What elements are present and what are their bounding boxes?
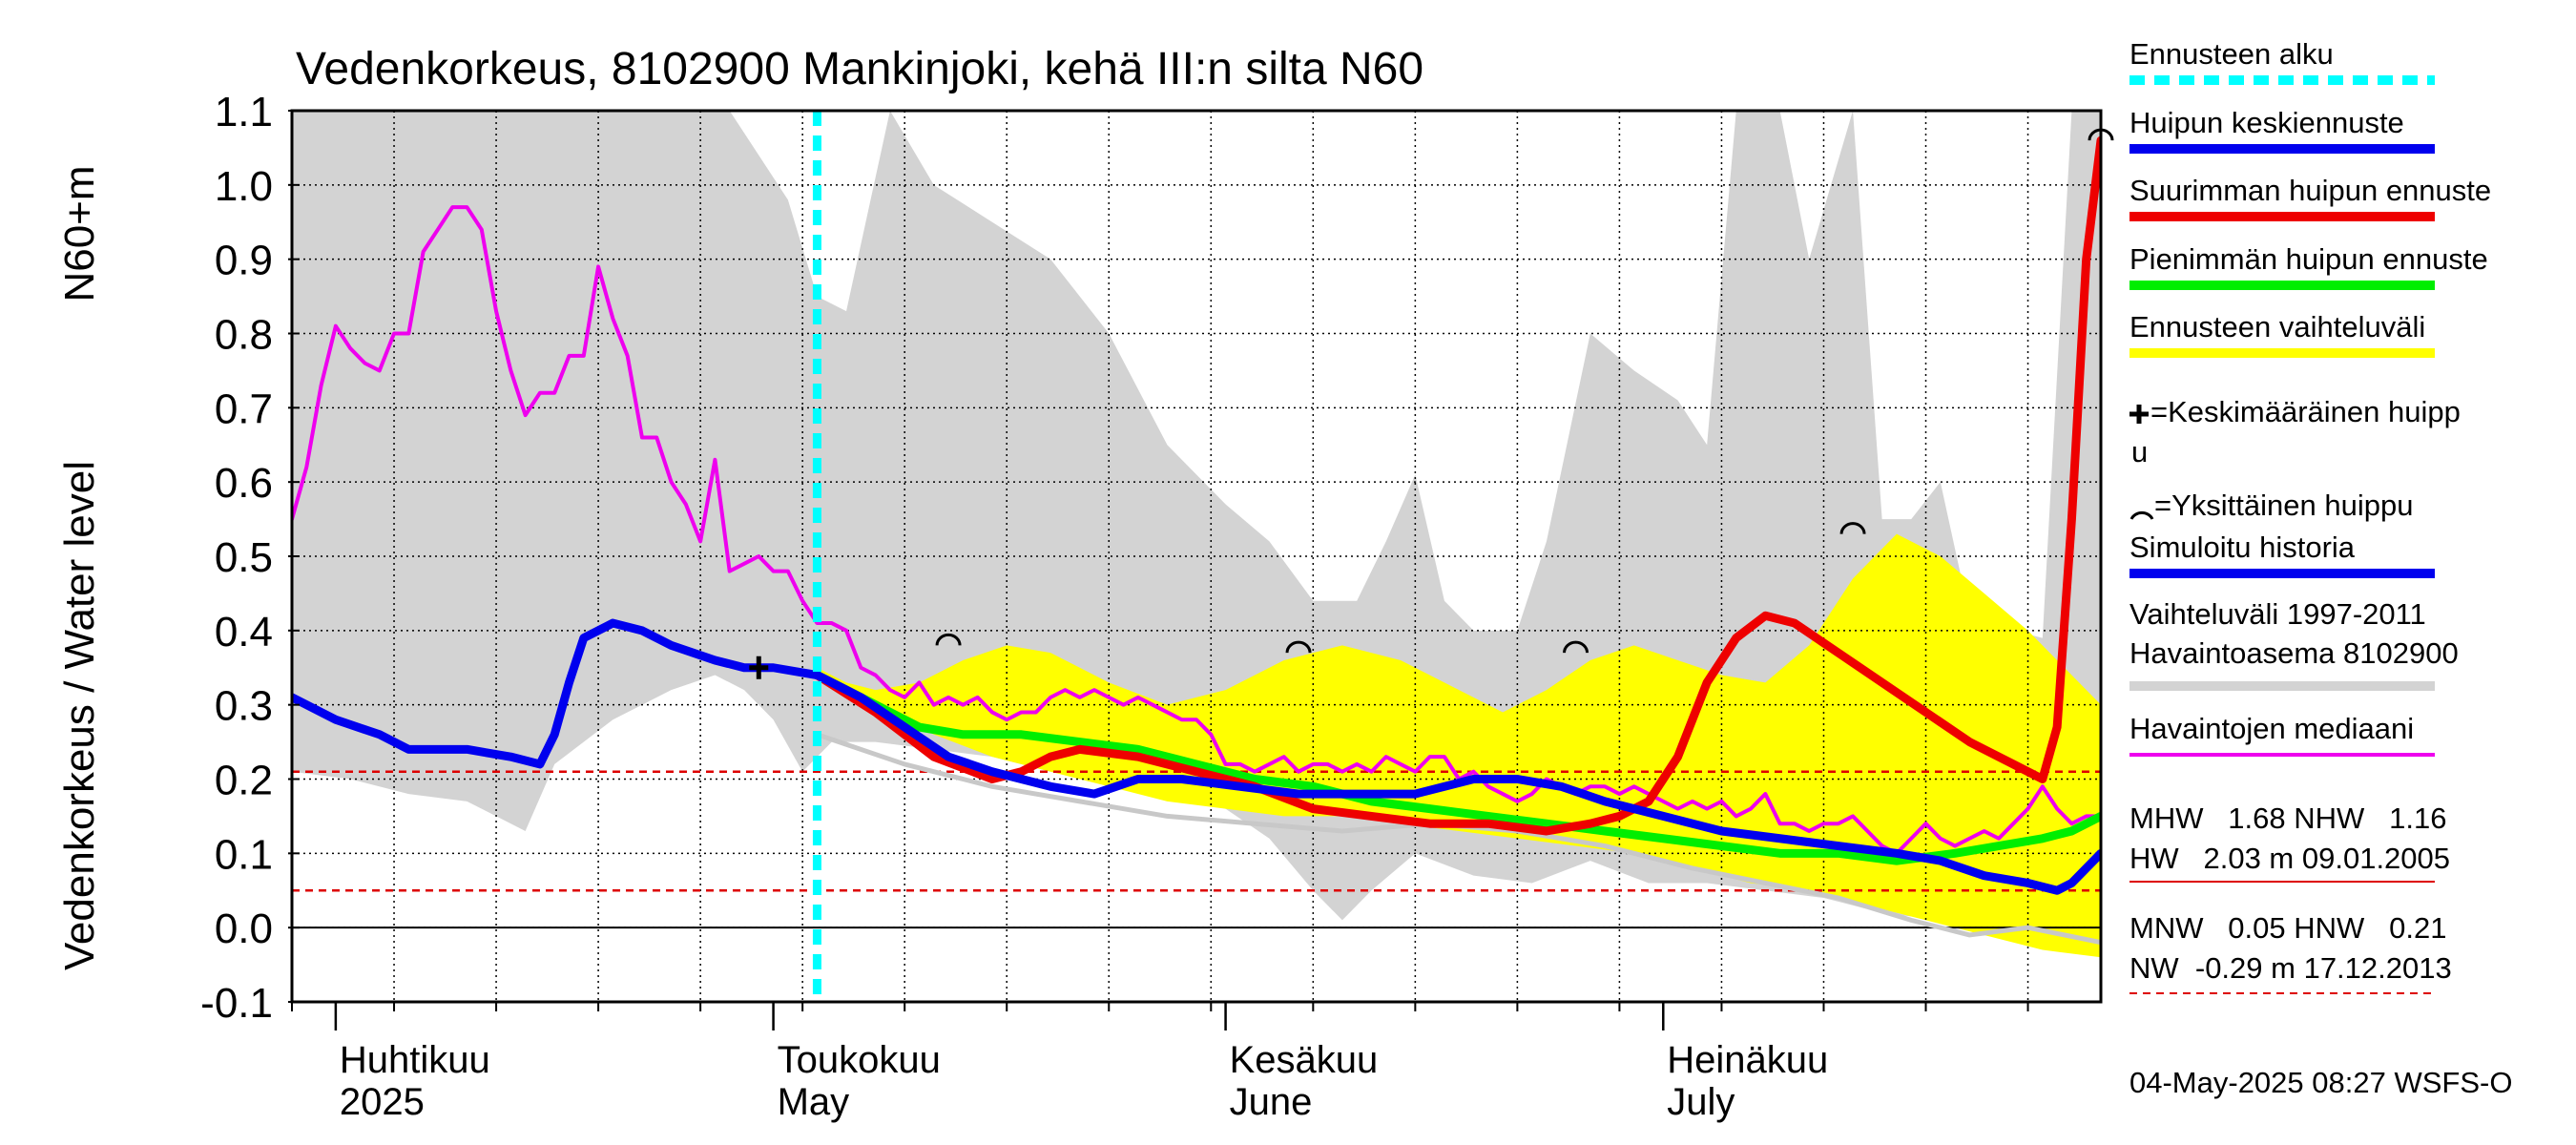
legend-label: Suurimman huipun ennuste	[2129, 174, 2491, 207]
y-tick-label: 0.3	[215, 683, 273, 730]
legend-item-yksittainen-huippu: =Yksittäinen huippu	[2129, 489, 2413, 522]
y-tick-label: 0.1	[215, 831, 273, 878]
legend-label: Ennusteen alku	[2129, 37, 2334, 71]
legend-item-suurimman-huipun-ennuste: Suurimman huipun ennuste	[2129, 174, 2491, 221]
y-tick-label: 0.5	[215, 534, 273, 581]
stat-mhw-row: MHW 1.68 NHW 1.16	[2129, 802, 2446, 835]
legend-label: Huipun keskiennuste	[2129, 106, 2404, 139]
x-month-label-en: July	[1667, 1081, 1735, 1123]
legend-label: Simuloitu historia	[2129, 531, 2356, 564]
y-axis-unit: N60+m	[56, 165, 103, 302]
legend-label: =Yksittäinen huippu	[2154, 489, 2413, 522]
y-axis: 1.1 1.0 0.9 0.8 0.7 0.6 0.5 0.4 0.3 0.2 0.1 0.0 -0.1	[200, 89, 300, 1027]
y-tick-label: 0.9	[215, 238, 273, 284]
plot-area	[292, 111, 2114, 1002]
legend: Ennusteen alku Huipun keskiennuste Suurimm…	[2129, 37, 2491, 757]
y-axis-label: Vedenkorkeus / Water level N60+m	[56, 165, 103, 970]
legend-label: Pienimmän huipun ennuste	[2129, 242, 2488, 276]
stat-mnw-row: MNW 0.05 HNW 0.21	[2129, 911, 2446, 945]
x-month-label-en: 2025	[340, 1081, 425, 1123]
x-month-label-fi: Kesäkuu	[1230, 1039, 1379, 1081]
y-tick-label: 0.6	[215, 460, 273, 507]
legend-item-keskimaarainen-huipp: =Keskimääräinen huippu	[2129, 395, 2461, 468]
single-peak-marker	[935, 634, 962, 646]
y-tick-label: -0.1	[200, 980, 273, 1027]
series-pienimman-huipun-ennuste	[812, 671, 2101, 865]
x-month-label-fi: Toukokuu	[778, 1039, 941, 1081]
y-tick-label: 0.0	[215, 906, 273, 952]
stat-nw-row: NW -0.29 m 17.12.2013	[2129, 951, 2452, 985]
legend-label: Vaihteluväli 1997-2011	[2129, 597, 2426, 631]
y-tick-label: 0.2	[215, 758, 273, 804]
x-month-label-en: May	[778, 1081, 850, 1123]
single-peak-marker	[1285, 640, 1312, 654]
y-tick-label: 1.0	[215, 163, 273, 210]
legend-item-ennusteen-alku: Ennusteen alku	[2129, 37, 2435, 85]
series-suurimman-huipun-ennuste	[812, 135, 2101, 836]
legend-item-ennusteen-vaihteluvali: Ennusteen vaihteluväli	[2129, 310, 2435, 358]
chart-title: Vedenkorkeus, 8102900 Mankinjoki, kehä I…	[296, 44, 1423, 94]
legend-item-simuloitu-historia: Simuloitu historia	[2129, 531, 2435, 578]
x-month-label-fi: Huhtikuu	[340, 1039, 490, 1081]
x-month-label-en: June	[1230, 1081, 1313, 1123]
y-tick-label: 1.1	[215, 89, 273, 135]
y-tick-label: 0.7	[215, 385, 273, 432]
legend-label-cont: u	[2131, 435, 2148, 468]
legend-item-havaintojen-mediaani: Havaintojen mediaani	[2129, 712, 2435, 757]
stat-hw-row: HW 2.03 m 09.01.2005	[2129, 842, 2450, 875]
y-axis-title: Vedenkorkeus / Water level	[56, 461, 103, 970]
statistics-table: MHW 1.68 NHW 1.16 HW 2.03 m 09.01.2005 M…	[2129, 802, 2452, 994]
legend-item-vaihteluvali-1997-2011: Vaihteluväli 1997-2011 Havaintoasema 810…	[2129, 597, 2459, 691]
series-simuloitu-historia	[292, 618, 821, 769]
legend-item-pienimman-huipun-ennuste: Pienimmän huipun ennuste	[2129, 242, 2488, 290]
y-tick-label: 0.8	[215, 312, 273, 359]
arc-icon	[2129, 510, 2154, 520]
legend-label-cont: Havaintoasema 8102900	[2129, 636, 2459, 670]
series-havaintojen-mediaani	[292, 205, 2101, 856]
legend-label: =Keskimääräinen huipp	[2150, 395, 2461, 428]
single-peak-marker	[1839, 522, 1866, 534]
series-huipun-keskiennuste	[812, 671, 2101, 895]
y-tick-label: 0.4	[215, 609, 273, 656]
average-peak-marker	[749, 656, 769, 679]
footer-timestamp: 04-May-2025 08:27 WSFS-O	[2129, 1066, 2512, 1099]
legend-label: Havaintojen mediaani	[2129, 712, 2414, 745]
single-peak-marker	[1563, 640, 1589, 654]
legend-item-huipun-keskiennuste: Huipun keskiennuste	[2129, 106, 2435, 154]
x-month-label-fi: Heinäkuu	[1667, 1039, 1828, 1081]
legend-label: Ennusteen vaihteluväli	[2129, 310, 2425, 344]
